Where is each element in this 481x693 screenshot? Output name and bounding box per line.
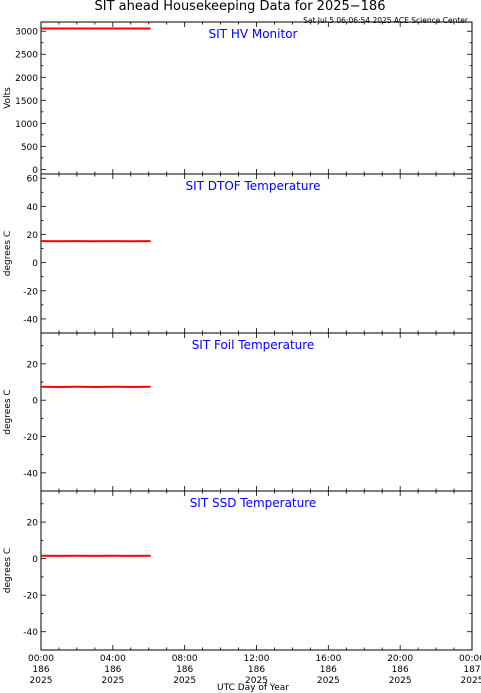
x-tick-label-doy: 186 bbox=[32, 665, 49, 675]
y-axis-label: degrees C bbox=[3, 389, 13, 434]
chart-title: SIT ahead Housekeeping Data for 2025−186 bbox=[95, 0, 386, 14]
timestamp: Sat Jul 5 06:06:54 2025 ACE Science Cent… bbox=[303, 16, 469, 25]
x-tick-label-time: 00:00 bbox=[28, 654, 54, 664]
panel-title: SIT SSD Temperature bbox=[190, 496, 317, 510]
x-tick-label-year: 2025 bbox=[245, 676, 268, 686]
x-tick-label-time: 16:00 bbox=[315, 654, 341, 664]
y-tick-label: -20 bbox=[23, 433, 38, 443]
x-tick-label-time: 00:00 bbox=[459, 654, 481, 664]
x-tick-label-time: 12:00 bbox=[244, 654, 270, 664]
x-tick-label-time: 08:00 bbox=[172, 654, 198, 664]
x-tick-label-doy: 186 bbox=[248, 665, 265, 675]
y-tick-label: -40 bbox=[23, 315, 38, 325]
y-axis-label: Volts bbox=[3, 87, 13, 109]
x-axis-label: UTC Day of Year bbox=[217, 683, 289, 693]
x-tick-label-doy: 186 bbox=[176, 665, 193, 675]
panel-4: -40 -20 0 20 degrees C SIT SSD Temperature bbox=[3, 490, 473, 651]
plot-frame bbox=[40, 21, 473, 175]
panel-2: -40 -20 0 20 40 60 degrees C SIT DTOF Temperatu… bbox=[3, 173, 473, 334]
y-tick-label: -40 bbox=[23, 469, 38, 479]
y-tick-label: -20 bbox=[23, 592, 38, 602]
panel-title: SIT HV Monitor bbox=[209, 27, 298, 41]
x-tick-label-year: 2025 bbox=[317, 676, 340, 686]
x-tick-label-time: 04:00 bbox=[100, 654, 126, 664]
y-tick-label: 3000 bbox=[15, 28, 38, 38]
y-tick-label: 0 bbox=[32, 166, 38, 176]
x-tick-label-doy: 186 bbox=[320, 665, 337, 675]
y-tick-label: 2000 bbox=[15, 74, 38, 84]
x-tick-label-doy: 186 bbox=[392, 665, 409, 675]
x-tick-label-year: 2025 bbox=[30, 676, 53, 686]
y-tick-label: 20 bbox=[27, 231, 39, 241]
plot-frame bbox=[40, 173, 473, 334]
y-axis-label: degrees C bbox=[3, 548, 13, 593]
plot-frame bbox=[40, 332, 473, 492]
x-tick-label-year: 2025 bbox=[173, 676, 196, 686]
y-tick-label: 60 bbox=[27, 175, 39, 185]
y-tick-label: 20 bbox=[27, 519, 39, 529]
y-tick-label: -20 bbox=[23, 287, 38, 297]
x-tick-label-year: 2025 bbox=[389, 676, 412, 686]
x-tick-label-doy: 187 bbox=[463, 665, 480, 675]
y-tick-label: 0 bbox=[32, 397, 38, 407]
panel-3: -40 -20 0 20 degrees C SIT Foil Temperature bbox=[3, 332, 473, 492]
x-tick-label-time: 20:00 bbox=[387, 654, 413, 664]
y-tick-label: 1500 bbox=[15, 97, 38, 107]
panel-title: SIT Foil Temperature bbox=[192, 338, 315, 352]
panel-1: 0 500 1000 1500 2000 2500 3000 Volts SIT HV Moni… bbox=[3, 21, 473, 176]
x-tick-label-year: 2025 bbox=[461, 676, 481, 686]
y-axis-label: degrees C bbox=[3, 231, 13, 276]
panel-title: SIT DTOF Temperature bbox=[185, 179, 320, 193]
y-tick-label: 20 bbox=[27, 360, 39, 370]
y-tick-label: 0 bbox=[32, 259, 38, 269]
plot-frame bbox=[40, 490, 473, 651]
y-tick-label: 40 bbox=[27, 203, 39, 213]
y-tick-label: 500 bbox=[21, 143, 38, 153]
y-tick-label: 0 bbox=[32, 555, 38, 565]
x-tick-label-year: 2025 bbox=[101, 676, 124, 686]
y-tick-label: -40 bbox=[23, 628, 38, 638]
y-tick-label: 1000 bbox=[15, 120, 38, 130]
y-tick-label: 2500 bbox=[15, 51, 38, 61]
x-tick-label-doy: 186 bbox=[104, 665, 121, 675]
